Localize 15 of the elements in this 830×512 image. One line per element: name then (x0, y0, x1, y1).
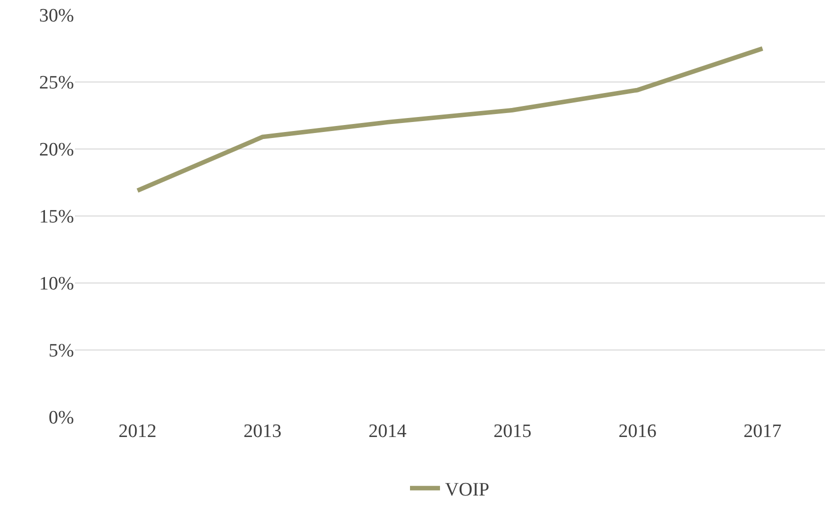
y-tick-label: 5% (48, 340, 74, 362)
x-tick-label: 2012 (118, 421, 156, 442)
y-tick-label: 30% (39, 6, 74, 27)
legend-label: VOIP (445, 480, 490, 501)
line-series (135, 46, 765, 193)
y-tick-label: 15% (39, 206, 74, 228)
x-tick-label: 2017 (744, 421, 782, 442)
x-tick-label: 2014 (368, 421, 407, 442)
x-tick-label: 2015 (494, 421, 532, 442)
x-tick-label: 2016 (618, 421, 656, 442)
x-tick-label: 2013 (244, 421, 282, 442)
y-tick-label: 0% (48, 408, 74, 429)
y-tick-label: 10% (39, 274, 74, 295)
y-tick-label: 20% (39, 140, 74, 161)
y-tick-label: 25% (39, 72, 74, 94)
